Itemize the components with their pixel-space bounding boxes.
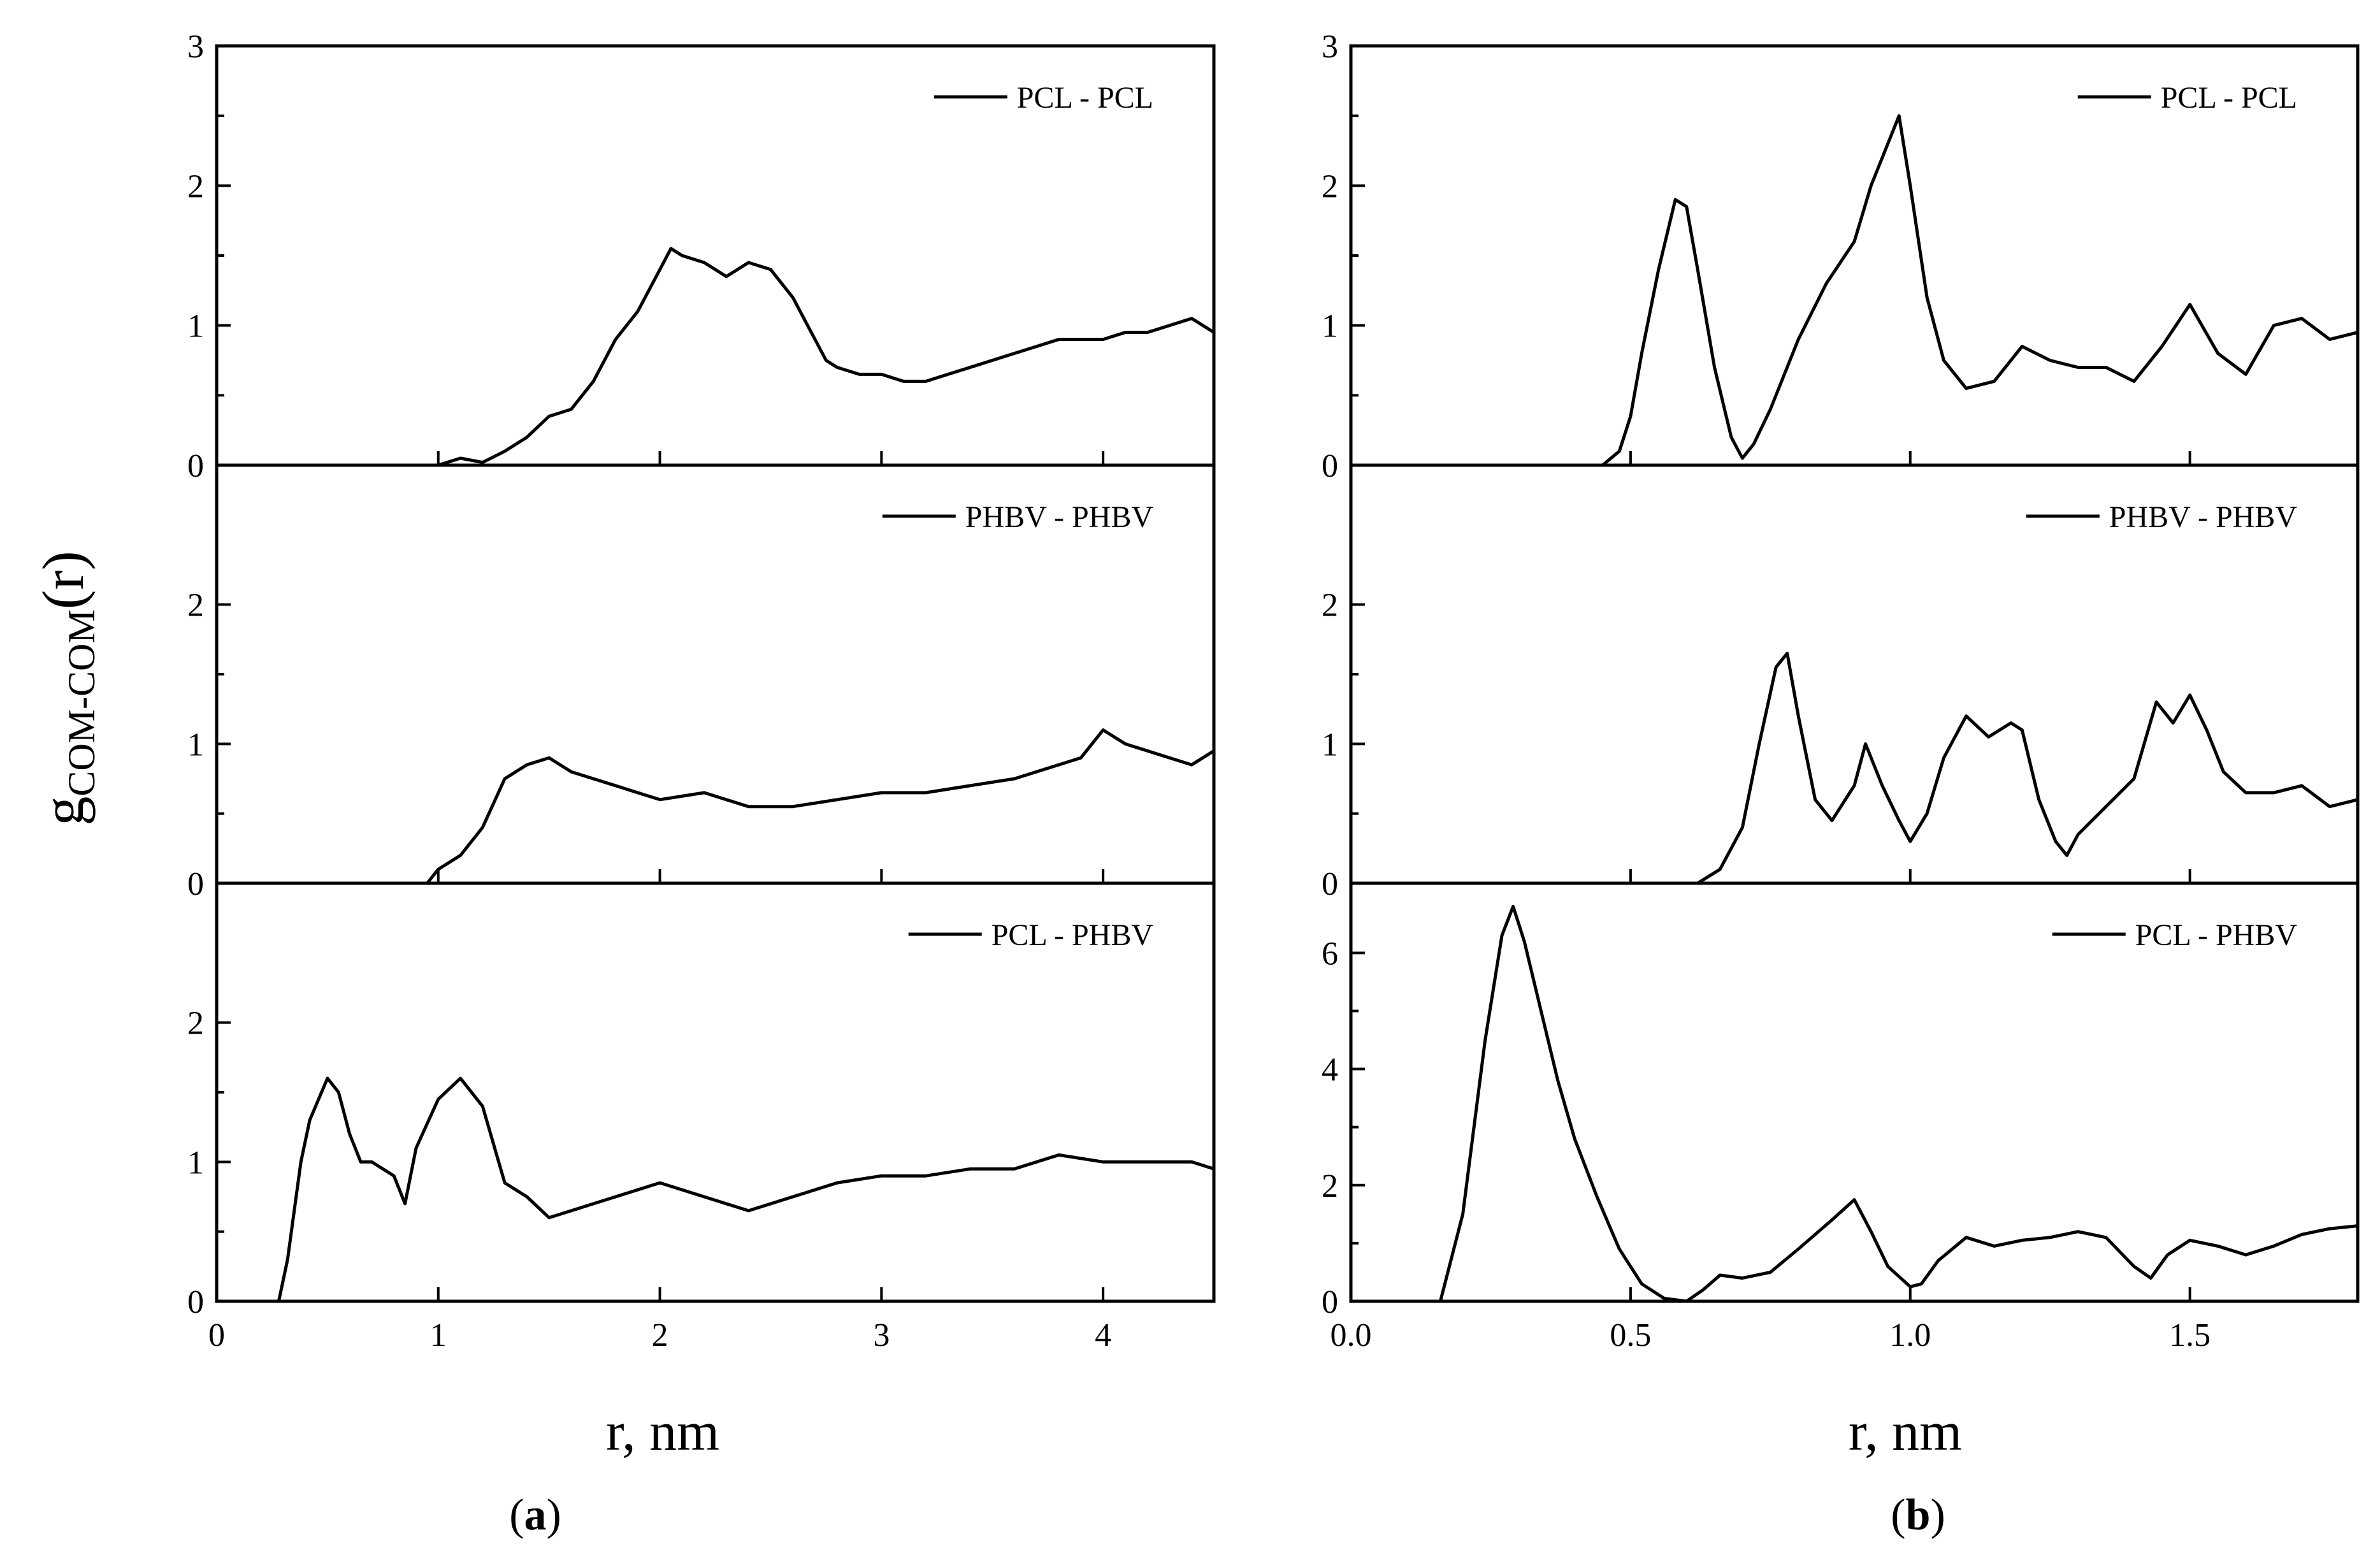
panel-b-subplot-2: 0 1 2 PHBV - PHBV (1322, 463, 2360, 902)
panel-a-x-tick-label: 2 (652, 1317, 668, 1354)
panel-b-caption-letter: b (1906, 1491, 1931, 1540)
panel-a-subplot-1-y-tick-label: 1 (187, 308, 204, 345)
panel-b-subplot-3-legend-label: PCL - PHBV (2135, 918, 2298, 952)
panel-a-x-tick-label: 1 (430, 1317, 447, 1354)
panel-a-subplot-2-y-tick-label: 0 (187, 866, 204, 902)
panel-b-subplot-3: 0 2 4 6 PCL - PHBV (1322, 881, 2360, 1320)
panel-b-subplot-1-y-tick-label: 1 (1322, 308, 1338, 345)
panel-a: 0 1 2 3 PCL - PCL 0 1 2 PHBV - PHBV 0 1 2 PCL - PHBV… (187, 29, 1216, 1354)
panel-a-subplot-1-y-tick-label: 0 (187, 448, 204, 484)
panel-b-x-tick-label: 0.5 (1610, 1317, 1651, 1354)
panel-a-x-tick-label: 3 (873, 1317, 890, 1354)
panel-b-subplot-1-y-tick-label: 0 (1322, 448, 1338, 484)
panel-b: 0 1 2 3 PCL - PCL 0 1 2 PHBV - PHBV 0 2 4 6 PCL - PHB… (1322, 29, 2360, 1354)
panel-a-subplot-2-legend-label: PHBV - PHBV (965, 500, 1154, 534)
panel-a-caption-letter: a (524, 1491, 547, 1540)
panel-a-subplot-3-series-line (277, 1076, 1215, 1302)
panel-b-subplot-3-y-tick-label: 2 (1322, 1168, 1338, 1204)
panel-b-subplot-1-legend-label: PCL - PCL (2161, 81, 2297, 115)
panel-a-subplot-3-y-tick-label: 1 (187, 1145, 204, 1181)
panel-a-subplot-3: 0 1 2 PCL - PHBV (187, 881, 1216, 1320)
panel-a-subplot-3-y-tick-label: 2 (187, 1006, 204, 1042)
panel-a-subplot-3-y-tick-label: 0 (187, 1284, 204, 1320)
panel-b-subplot-3-y-tick-label: 0 (1322, 1284, 1338, 1320)
panel-b-subplot-1-y-tick-label: 3 (1322, 29, 1338, 65)
panel-a-subplot-1-series-line (438, 247, 1215, 467)
panel-a-subplot-1-y-tick-label: 2 (187, 168, 204, 205)
svg-text:gCOM-COM(r): gCOM-COM(r) (31, 551, 103, 825)
panel-a-subplot-1-y-tick-label: 3 (187, 29, 204, 65)
panel-b-subplot-2-y-tick-label: 1 (1322, 726, 1338, 763)
panel-b-subplot-3-y-tick-label: 6 (1322, 935, 1338, 972)
panel-b-x-axis-title: r, nm (1849, 1401, 1962, 1462)
panel-b-subplot-2-series-line (1696, 651, 2358, 885)
y-axis-label-tail: (r) (31, 551, 96, 609)
panel-a-subplot-1-legend-label: PCL - PCL (1017, 81, 1153, 115)
panel-a-x-tick-label: 4 (1095, 1317, 1111, 1354)
panel-b-x-tick-label: 0.0 (1331, 1317, 1372, 1354)
y-axis-label-subscript: COM-COM (61, 609, 103, 796)
panel-b-x-tick-label: 1.5 (2169, 1317, 2211, 1354)
panel-b-subplot-1-series-line (1601, 114, 2358, 466)
panel-b-subplot-3-frame (1349, 881, 2360, 1303)
panel-a-subplot-2-y-tick-label: 2 (187, 588, 204, 624)
panel-b-subplot-1-y-tick-label: 2 (1322, 168, 1338, 205)
panel-a-x-axis-title: r, nm (606, 1401, 719, 1462)
panel-b-subplot-3-series-line (1438, 904, 2358, 1303)
panel-b-caption: (b) (1891, 1491, 1945, 1540)
panel-a-subplot-2-series-line (426, 728, 1215, 885)
panel-a-subplot-2: 0 1 2 PHBV - PHBV (187, 463, 1216, 902)
panel-a-subplot-1: 0 1 2 3 PCL - PCL (187, 29, 1216, 484)
panel-b-subplot-2-y-tick-label: 2 (1322, 588, 1338, 624)
panel-a-subplot-2-y-tick-label: 1 (187, 726, 204, 763)
panel-b-subplot-2-y-tick-label: 0 (1322, 866, 1338, 902)
panel-a-subplot-3-legend-label: PCL - PHBV (992, 918, 1154, 952)
panel-a-x-tick-label: 0 (208, 1317, 225, 1354)
y-axis-label-main: g (31, 797, 96, 826)
panel-b-subplot-1: 0 1 2 3 PCL - PCL (1322, 29, 2360, 484)
y-axis-label: gCOM-COM(r) (31, 551, 103, 825)
panel-b-x-tick-label: 1.0 (1889, 1317, 1931, 1354)
panel-b-subplot-3-y-tick-label: 4 (1322, 1052, 1338, 1088)
panel-b-subplot-2-legend-label: PHBV - PHBV (2109, 500, 2298, 534)
panel-a-caption: (a) (509, 1491, 561, 1540)
